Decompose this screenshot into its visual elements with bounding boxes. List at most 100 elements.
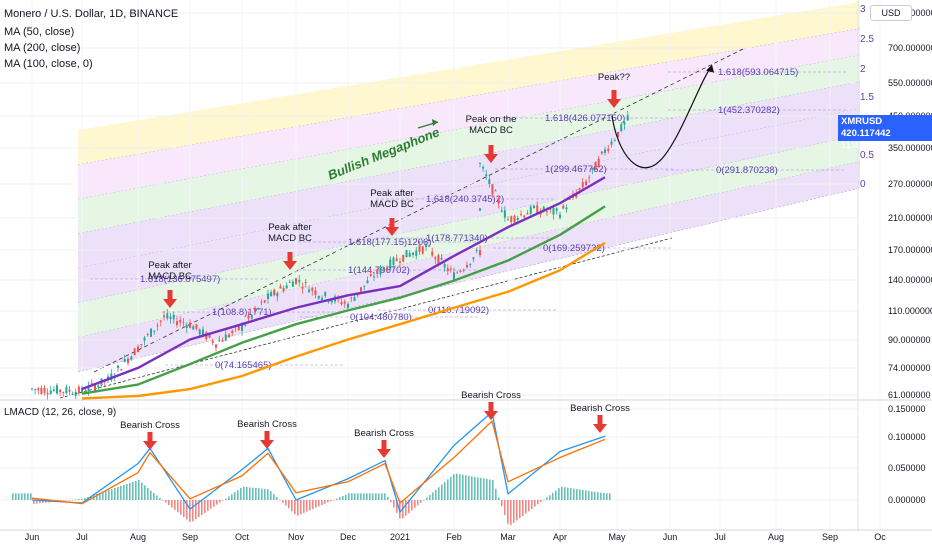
- macd-histogram-bar: [156, 495, 158, 500]
- macd-histogram-bar: [441, 484, 443, 500]
- channel-level-label: 3: [860, 4, 866, 15]
- macd-histogram-bar: [273, 494, 275, 500]
- candle-body: [363, 285, 366, 287]
- macd-histogram-bar: [507, 500, 509, 524]
- macd-histogram-bar: [339, 497, 341, 500]
- candle-body: [285, 285, 288, 289]
- candle-body: [176, 321, 178, 326]
- peak-arrow-shaft: [611, 90, 617, 99]
- macd-histogram-bar: [306, 500, 308, 512]
- candle-body: [500, 210, 503, 212]
- ma50-legend: MA (50, close): [4, 26, 75, 38]
- macd-histogram-bar: [381, 493, 383, 500]
- candle-body: [356, 294, 359, 296]
- macd-histogram-bar: [90, 495, 92, 500]
- macd-histogram-bar: [411, 500, 413, 511]
- candle-body: [62, 391, 65, 393]
- candle-body: [503, 210, 506, 218]
- candle-body: [340, 302, 343, 305]
- macd-histogram-bar: [363, 493, 365, 500]
- candle-body: [382, 267, 385, 271]
- fib-level-label: 0(74.165465): [215, 360, 272, 371]
- macd-histogram-bar: [468, 475, 470, 500]
- candle-body: [276, 293, 279, 297]
- candle-body: [324, 291, 327, 297]
- candle-body: [74, 391, 77, 396]
- fib-level-label: 1(108.8)1771): [212, 307, 272, 318]
- macd-histogram-bar: [99, 492, 101, 500]
- macd-histogram-bar: [477, 477, 479, 500]
- macd-histogram-bar: [465, 475, 467, 500]
- macd-histogram-bar: [396, 500, 398, 513]
- candle-body: [536, 205, 539, 215]
- candle-body: [279, 286, 282, 289]
- candle-body: [244, 324, 247, 326]
- peak-arrow-shaft: [287, 252, 293, 261]
- macd-histogram-bar: [513, 500, 515, 523]
- peak-arrow-head: [484, 154, 498, 163]
- candle-body: [475, 249, 478, 252]
- peak-arrow-head: [385, 227, 399, 236]
- y-tick-label: 550.000000: [888, 78, 932, 88]
- fib-level-label: 1(452.370282): [718, 105, 780, 116]
- candle-body: [40, 387, 43, 394]
- macd-histogram-bar: [321, 500, 323, 506]
- lmacd-legend: LMACD (12, 26, close, 9): [4, 407, 117, 418]
- candle-body: [581, 182, 584, 188]
- candle-body: [431, 251, 434, 256]
- candle-body: [123, 358, 126, 362]
- candle-body: [510, 216, 513, 223]
- candle-body: [546, 211, 548, 213]
- candle-body: [140, 344, 143, 345]
- macd-histogram-bar: [225, 498, 227, 500]
- x-tick-label: Sep: [182, 532, 198, 542]
- macd-histogram-bar: [342, 495, 344, 500]
- peak-annotation-label: Peak on the: [466, 114, 517, 125]
- currency-selector[interactable]: USD: [870, 5, 912, 21]
- candle-body: [392, 257, 395, 265]
- candle-body: [314, 290, 317, 296]
- macd-histogram-bar: [567, 487, 569, 500]
- macd-histogram-bar: [456, 473, 458, 500]
- candle-body: [153, 330, 156, 332]
- macd-histogram-bar: [312, 500, 314, 510]
- macd-histogram-bar: [183, 500, 185, 518]
- fib-level-label: 0(104.480780): [350, 312, 412, 323]
- candle-body: [425, 244, 427, 248]
- candle-body: [137, 346, 139, 353]
- macd-histogram-bar: [216, 500, 218, 505]
- macd-histogram-bar: [60, 500, 62, 502]
- macd-histogram-bar: [315, 500, 317, 508]
- x-tick-label: Aug: [768, 532, 784, 542]
- macd-histogram-bar: [525, 500, 527, 514]
- candle-body: [263, 300, 266, 303]
- macd-histogram-bar: [177, 500, 179, 513]
- macd-histogram-bar: [288, 500, 290, 509]
- macd-histogram-bar: [348, 493, 350, 500]
- fib-level-label: 1.618(593.064715): [718, 67, 798, 78]
- macd-histogram-bar: [324, 500, 326, 504]
- x-tick-label: Apr: [553, 532, 567, 542]
- macd-histogram-bar: [594, 491, 596, 500]
- y-tick-label: 350.000000: [888, 143, 932, 153]
- candle-body: [565, 207, 568, 210]
- macd-histogram-bar: [585, 490, 587, 500]
- candle-body: [449, 268, 452, 270]
- macd-histogram-bar: [141, 482, 143, 500]
- macd-histogram-bar: [561, 486, 563, 500]
- macd-histogram-bar: [414, 500, 416, 508]
- candle-body: [247, 315, 250, 319]
- candle-body: [366, 280, 369, 284]
- macd-histogram-bar: [603, 493, 605, 500]
- candle-body: [156, 325, 159, 327]
- bearish-cross-arrow-head: [484, 411, 498, 420]
- fib-level-label: 0(110.719092): [428, 305, 489, 316]
- y-tick-label: 110.000000: [888, 306, 932, 316]
- macd-histogram-bar: [300, 500, 302, 515]
- macd-histogram-bar: [72, 499, 74, 501]
- candle-body: [466, 265, 468, 268]
- candle-body: [613, 140, 616, 142]
- macd-histogram-bar: [78, 499, 80, 500]
